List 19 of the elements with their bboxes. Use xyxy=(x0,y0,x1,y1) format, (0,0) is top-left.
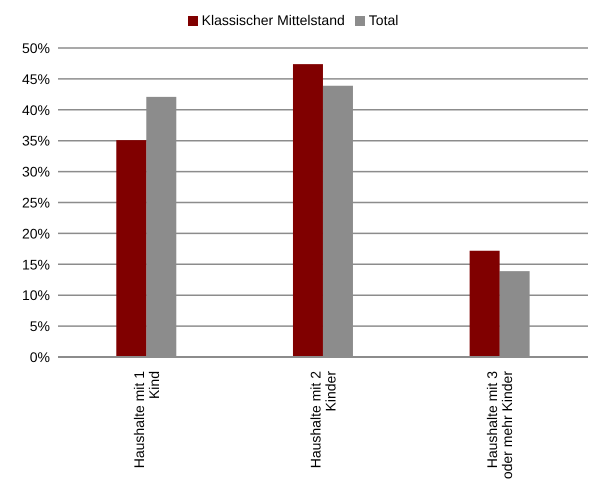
y-tick-label: 5% xyxy=(30,318,50,334)
y-tick-label: 25% xyxy=(22,194,50,210)
y-tick-label: 40% xyxy=(22,102,50,118)
y-tick-label: 0% xyxy=(30,348,50,365)
y-tick-label: 45% xyxy=(22,70,50,87)
legend-label: Klassischer Mittelstand xyxy=(202,12,345,28)
y-tick-label: 20% xyxy=(22,225,50,242)
y-tick-label: 30% xyxy=(22,164,50,180)
legend-label: Total xyxy=(368,12,398,28)
x-tick-label: Haushalte mit 2 Kinder xyxy=(308,370,338,468)
bar xyxy=(116,140,146,357)
x-tick-label: Haushalte mit 1 Kind xyxy=(130,370,162,468)
y-tick-label: 35% xyxy=(22,132,50,149)
bar xyxy=(470,250,500,357)
bar xyxy=(292,64,323,357)
y-tick-label: 10% xyxy=(22,287,50,304)
y-tick-label: 15% xyxy=(22,256,50,272)
y-tick-label: 50% xyxy=(22,40,50,56)
x-tick-label: Haushalte mit 3 oder mehr Kinder xyxy=(484,370,516,480)
